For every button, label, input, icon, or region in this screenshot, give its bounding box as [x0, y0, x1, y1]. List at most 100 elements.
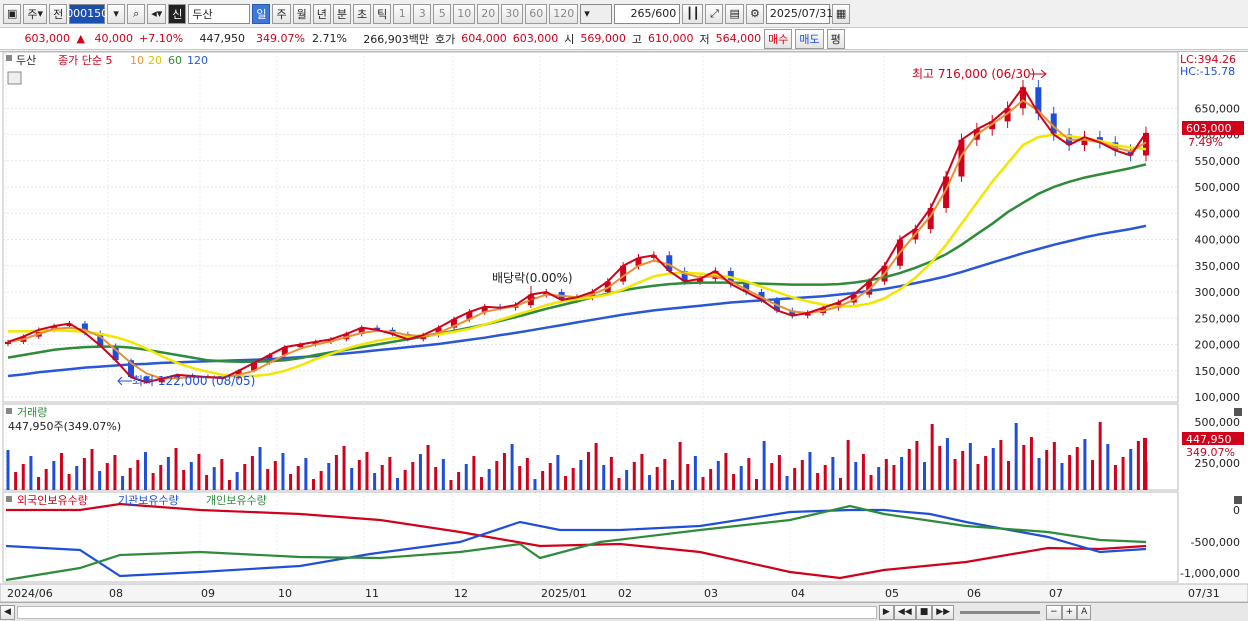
volume-bar [556, 455, 560, 490]
tab-period-4[interactable]: 분 [332, 3, 351, 24]
holdings-panel [2, 491, 1179, 583]
volume-bar [75, 466, 79, 490]
legend-ma-20: 20 [148, 54, 162, 67]
price-axis: 650,000600,000550,000500,000450,000400,0… [1180, 102, 1240, 580]
interval-button-3[interactable]: 10 [453, 3, 476, 24]
fast-forward-icon[interactable]: ▶▶ [932, 604, 955, 620]
volume-bar [258, 447, 262, 490]
zoom-in-icon[interactable]: + [1061, 604, 1078, 620]
scroll-left-icon[interactable]: ◀ [0, 604, 15, 620]
volume-bar [900, 457, 904, 490]
scrollbar-track[interactable] [16, 605, 877, 619]
stock-name-field[interactable]: 두산 [188, 3, 251, 24]
date-tick-label: 04 [791, 587, 805, 600]
sell-button[interactable]: 매도 [795, 28, 824, 49]
date-tick-label: 10 [278, 587, 292, 600]
chart-svg[interactable]: 650,000600,000550,000500,000450,000400,0… [0, 51, 1248, 604]
tab-period-1[interactable]: 주 [272, 3, 291, 24]
save-icon[interactable]: ▤ [725, 3, 744, 24]
volume-bar [44, 469, 48, 490]
stock-code-input[interactable]: 000150 [66, 3, 108, 24]
holdings-close-icon[interactable] [1234, 496, 1242, 504]
layout-icon[interactable]: ▣ [3, 3, 22, 24]
volume-bar [189, 462, 193, 490]
text-tool-icon[interactable]: A [1077, 604, 1092, 620]
candle-icon[interactable]: ┃┃ [682, 3, 704, 24]
volume-bar [961, 451, 965, 490]
date-tick-label: 07 [1049, 587, 1063, 600]
candle-body [758, 292, 765, 300]
open-label: 시 [564, 32, 575, 46]
bar-count-field[interactable]: 265/600 [614, 3, 681, 24]
volume-bar [1068, 455, 1072, 490]
interval-button-0[interactable]: 1 [393, 3, 412, 24]
volume-bar [1091, 460, 1095, 490]
volume-bar [732, 474, 736, 490]
new-badge: 신 [168, 3, 187, 24]
volume-bar [388, 457, 392, 490]
interval-button-7[interactable]: 120 [549, 3, 579, 24]
play-icon[interactable]: ▶ [878, 604, 894, 620]
volume-bar [480, 477, 484, 490]
search-icon[interactable]: ⌕ [127, 3, 146, 24]
interval-button-4[interactable]: 20 [477, 3, 500, 24]
calendar-icon[interactable]: ▦ [831, 3, 851, 24]
volume-bars [6, 422, 1148, 490]
gear-icon[interactable]: ⚙ [745, 3, 764, 24]
chart-tool-icon[interactable]: ⤢ [705, 3, 724, 24]
tab-period-6[interactable]: 틱 [373, 3, 392, 24]
zoom-out-icon[interactable]: − [1046, 604, 1062, 620]
date-field[interactable]: 2025/07/31 [765, 3, 833, 24]
volume-close-icon[interactable] [1234, 408, 1242, 416]
volume-bar [716, 461, 720, 490]
grid-toggle-icon[interactable] [7, 71, 22, 85]
average-button[interactable]: 평 [826, 28, 845, 49]
rewind-icon[interactable]: ◀◀ [893, 604, 916, 620]
volume-bar [991, 448, 995, 490]
turnover-pct: 2.71% [312, 32, 347, 45]
candle-body [1019, 87, 1026, 109]
zoom-slider[interactable] [960, 610, 1041, 614]
volume-bar [777, 455, 781, 490]
tab-period-3[interactable]: 년 [312, 3, 331, 24]
chart-area[interactable]: 650,000600,000550,000500,000450,000400,0… [0, 51, 1248, 603]
price-tick-label: 150,000 [1195, 365, 1241, 378]
chevron-down-icon[interactable]: ▾ [107, 3, 126, 24]
volume-bar [930, 424, 934, 490]
volume-bar [747, 458, 751, 490]
stop-icon[interactable]: ■ [915, 604, 933, 620]
tab-period-2[interactable]: 월 [292, 3, 311, 24]
volume-bar [625, 470, 629, 490]
tab-period-5[interactable]: 초 [352, 3, 372, 24]
volume-bar [37, 477, 41, 490]
volume-bar [541, 471, 545, 490]
price-change-pct: +7.10% [139, 32, 184, 45]
prev-button[interactable]: 전 [49, 3, 68, 24]
date-tick-label: 09 [201, 587, 215, 600]
ask-price: 604,000 [461, 32, 507, 45]
price-tick-label: 350,000 [1195, 260, 1241, 273]
buy-button[interactable]: 매수 [764, 28, 793, 49]
legend-marker [6, 55, 12, 61]
interval-custom-input[interactable]: ▾ [580, 3, 613, 24]
low-annotation: 최저 122,000 (08/05) [132, 374, 255, 388]
bid-price: 603,000 [512, 32, 559, 45]
candle-body [312, 341, 319, 345]
volume-bar [174, 448, 178, 490]
volume-bar [1136, 441, 1140, 490]
interval-button-5[interactable]: 30 [501, 3, 524, 24]
interval-button-2[interactable]: 5 [433, 3, 452, 24]
period-select[interactable]: 주 ▾ [23, 3, 48, 24]
interval-button-1[interactable]: 3 [413, 3, 432, 24]
volume-tick-label: 250,000 [1195, 457, 1241, 470]
volume-bar [640, 454, 644, 490]
volume-bar [327, 463, 331, 490]
speaker-icon[interactable]: ◂▾ [147, 3, 167, 24]
interval-button-6[interactable]: 60 [525, 3, 548, 24]
tab-period-0[interactable]: 일 [252, 3, 271, 24]
candle-body [681, 271, 688, 282]
legend-ma-120: 120 [187, 54, 208, 67]
date-right-label: 07/31 [1188, 587, 1220, 600]
volume-bar [1029, 437, 1033, 490]
ma20-line [8, 133, 1147, 378]
